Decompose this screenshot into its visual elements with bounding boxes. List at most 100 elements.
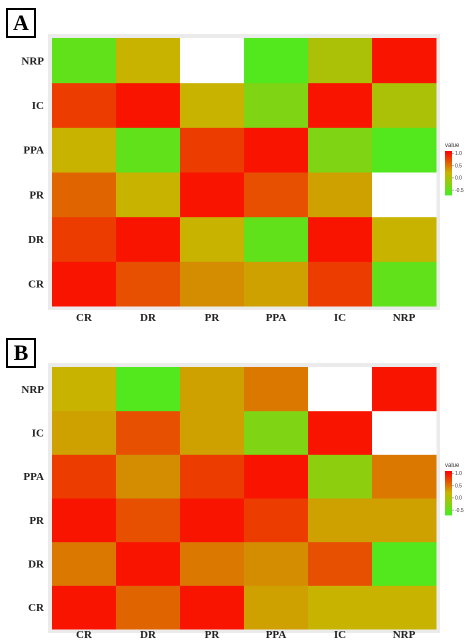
y-tick-label: DR: [28, 559, 45, 571]
legend-colorbar-segment: [445, 487, 452, 489]
legend-colorbar-segment: [445, 495, 452, 498]
heatmap-cell-ppa-ppa: [244, 127, 309, 173]
heatmap-cell-pr-cr: [52, 498, 117, 543]
x-tick-label: NRP: [393, 312, 416, 322]
y-tick-label: CR: [28, 279, 45, 291]
heatmap-cell-nrp-dr: [116, 38, 181, 84]
heatmap-cell-pr-pr: [180, 498, 245, 543]
heatmap-cell-cr-nrp: [372, 261, 437, 307]
heatmap-cell-dr-nrp: [372, 541, 437, 586]
legend-colorbar-segment: [445, 162, 452, 165]
heatmap-cell-ppa-ic: [308, 127, 373, 173]
legend-colorbar-segment: [445, 187, 452, 190]
legend-colorbar-segment: [445, 184, 452, 187]
heatmap-cell-cr-ic: [308, 585, 373, 630]
heatmap-cell-ic-cr: [52, 410, 117, 455]
heatmap-cell-ppa-ic: [308, 454, 373, 499]
legend-colorbar-segment: [445, 167, 452, 169]
heatmap-cell-nrp-ic: [308, 38, 373, 84]
legend-colorbar-segment: [445, 190, 452, 193]
heatmap-cell-ic-ic: [308, 82, 373, 128]
legend-colorbar-segment: [445, 478, 452, 481]
heatmap-cell-pr-ic: [308, 172, 373, 218]
legend-tick-label: -0.5: [455, 508, 464, 514]
heatmap-cell-pr-ppa: [244, 498, 309, 543]
heatmap-cell-cr-cr: [52, 585, 117, 630]
heatmap-cell-nrp-nrp: [372, 38, 437, 84]
heatmap-cell-dr-ppa: [244, 216, 309, 262]
heatmap-cell-pr-dr: [116, 498, 181, 543]
legend-colorbar-segment: [445, 159, 452, 162]
legend-colorbar-segment: [445, 504, 452, 507]
heatmap-cell-nrp-cr: [52, 38, 117, 84]
x-tick-label: CR: [76, 312, 93, 322]
legend-colorbar-segment: [445, 494, 452, 497]
legend-tick-label: 0.0: [455, 496, 462, 502]
legend-colorbar-segment: [445, 509, 452, 511]
heatmap-cell-nrp-ppa: [244, 38, 309, 84]
legend-colorbar-segment: [445, 174, 452, 177]
legend-colorbar-segment: [445, 493, 452, 495]
legend-colorbar-segment: [445, 192, 452, 194]
legend-colorbar-segment: [445, 481, 452, 484]
y-tick-label: PR: [29, 515, 45, 527]
legend-colorbar-segment: [445, 170, 452, 172]
heatmap-cell-pr-nrp: [372, 498, 437, 543]
y-tick-label: IC: [32, 100, 44, 112]
legend-colorbar-segment: [445, 175, 452, 178]
heatmap-cell-nrp-pr: [180, 38, 245, 84]
heatmap-cell-cr-dr: [116, 261, 181, 307]
heatmap-cell-dr-cr: [52, 541, 117, 586]
heatmap-cell-ic-nrp: [372, 410, 437, 455]
legend-colorbar-segment: [445, 155, 452, 158]
heatmap-cell-nrp-pr: [180, 367, 245, 412]
x-tick-label: PPA: [266, 312, 287, 322]
heatmap-cell-ppa-nrp: [372, 127, 437, 173]
legend-colorbar-segment: [445, 500, 452, 503]
legend-title: value: [445, 143, 460, 149]
heatmap-cell-ic-dr: [116, 410, 181, 455]
legend-colorbar-segment: [445, 513, 452, 516]
legend-tick-label: 0.5: [455, 483, 462, 489]
heatmap-cell-cr-dr: [116, 585, 181, 630]
legend-colorbar-segment: [445, 482, 452, 485]
x-tick-label: NRP: [393, 629, 416, 641]
legend-colorbar-segment: [445, 475, 452, 478]
heatmap-cell-ppa-dr: [116, 454, 181, 499]
heatmap-cell-cr-ppa: [244, 585, 309, 630]
legend-colorbar-segment: [445, 189, 452, 191]
legend-colorbar-segment: [445, 177, 452, 180]
legend-colorbar-segment: [445, 488, 452, 491]
legend-colorbar-segment: [445, 183, 452, 186]
y-tick-label: NRP: [21, 384, 44, 396]
heatmap-cell-nrp-dr: [116, 367, 181, 412]
heatmap-cell-ic-cr: [52, 82, 117, 128]
heatmap-cell-nrp-ppa: [244, 367, 309, 412]
x-tick-label: PR: [205, 312, 221, 322]
heatmap-cell-ppa-dr: [116, 127, 181, 173]
legend-tick-label: -0.5: [455, 188, 464, 194]
legend-colorbar-segment: [445, 498, 452, 501]
heatmap-cell-nrp-cr: [52, 367, 117, 412]
legend-colorbar-segment: [445, 156, 452, 159]
legend-colorbar-segment: [445, 178, 452, 181]
heatmap-cell-ic-pr: [180, 410, 245, 455]
legend-colorbar-segment: [445, 158, 452, 161]
heatmap-cell-dr-ic: [308, 541, 373, 586]
heatmap-cell-ppa-nrp: [372, 454, 437, 499]
heatmap-cell-ic-ic: [308, 410, 373, 455]
panel-a: A CR DR PR PPA IC NRP CR DR PR PPA IC NRP value 1.0 0.…: [6, 8, 464, 322]
legend-colorbar-segment: [445, 153, 452, 156]
legend-colorbar-segment: [445, 173, 452, 175]
legend-colorbar-segment: [445, 476, 452, 479]
y-tick-label: PR: [29, 189, 45, 201]
heatmap-cell-cr-ic: [308, 261, 373, 307]
legend-colorbar-segment: [445, 507, 452, 510]
legend-colorbar-segment: [445, 512, 452, 514]
legend-tick-label: 1.0: [455, 151, 462, 157]
heatmap-cell-ic-ppa: [244, 410, 309, 455]
legend-colorbar-segment: [445, 501, 452, 504]
heatmap-cell-dr-dr: [116, 216, 181, 262]
legend-colorbar-segment: [445, 491, 452, 494]
heatmap-cell-pr-ic: [308, 498, 373, 543]
